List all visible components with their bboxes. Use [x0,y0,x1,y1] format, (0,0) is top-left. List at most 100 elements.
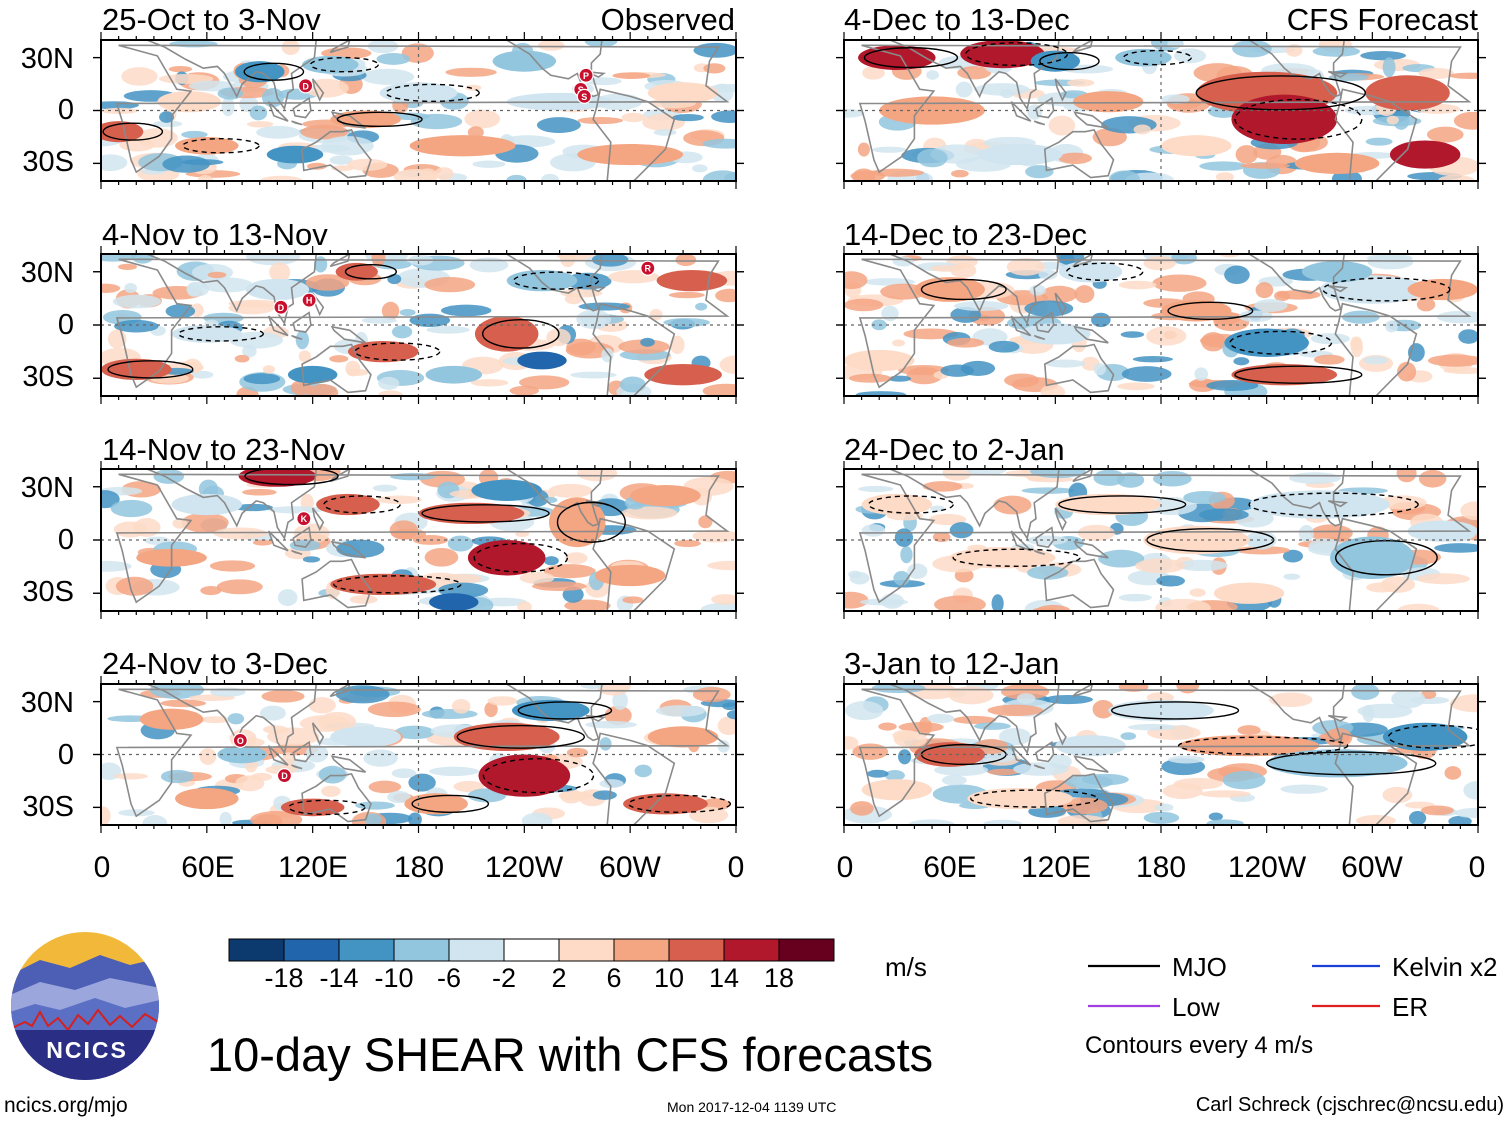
shear-cell [233,503,273,512]
shear-cell [1215,172,1234,181]
shear-anomaly [245,278,310,301]
storm-marker[interactable]: D [273,299,289,315]
shear-anomaly [656,269,728,292]
shear-cell [377,390,404,396]
contour-note: Contours every 4 m/s [1085,1032,1314,1059]
storm-marker[interactable]: O [232,732,248,749]
shear-cell [290,380,312,396]
lon-label: 120E [277,851,349,884]
storm-marker[interactable]: P [578,67,594,83]
shear-cell [852,743,889,760]
shear-cell [254,814,283,825]
shear-cell [1146,326,1187,346]
shear-cell [1132,356,1173,363]
shear-cell [1254,299,1288,312]
lon-label: 0 [727,851,745,884]
storm-marker-dot [273,299,289,315]
shear-cell [1021,487,1075,494]
shear-cell [186,282,202,297]
shear-cell [149,684,205,699]
shear-cell [197,175,214,181]
shear-cell [321,136,374,156]
shear-cell [930,505,945,512]
shear-cell [209,560,256,572]
forecast-label: CFS Forecast [1286,2,1478,37]
shear-cell [1448,815,1472,825]
shear-cell [918,716,932,736]
coastline [505,469,603,527]
storm-marker[interactable]: K [296,511,312,527]
shear-cell [1460,501,1478,521]
shear-cell [165,304,196,319]
shear-cell [948,686,994,705]
coastline [291,120,303,126]
lon-label: 180 [393,851,445,884]
colorbar-swatch [393,938,450,962]
shear-cell [871,684,926,694]
coastline [1010,101,1032,122]
shear-cell [536,117,581,134]
ncics-logo[interactable]: NCICS [10,932,160,1082]
shear-cell [434,167,454,180]
shear-cell [719,355,736,374]
shear-cell [1118,593,1152,602]
shear-cell [1463,781,1478,800]
shear-anomaly [1213,582,1285,604]
coastline [301,558,372,609]
shear-cell [1351,684,1380,700]
colorbar-swatch [338,938,395,962]
colorbar-tick: -18 [264,963,304,993]
shear-cell [621,506,678,520]
shear-cell [1120,732,1137,741]
coastline [329,40,351,54]
mjo-contour [1229,330,1333,355]
timestamp: Mon 2017-12-04 1139 UTC [667,1099,837,1115]
shear-cell [880,593,904,609]
shear-anomaly [1224,328,1309,357]
coastline [505,684,603,742]
shear-cell [987,768,1020,776]
colorbar-swatch [723,938,780,962]
shear-cell [711,83,734,103]
shear-cell [1093,469,1126,486]
shear-cell [1147,497,1197,516]
coastline [1010,530,1032,552]
shear-cell [974,83,1030,96]
colorbar-swatch [503,938,560,962]
shear-cell [884,770,905,781]
shear-cell [329,155,353,165]
shear-cell [922,481,963,492]
mjo-contour [1122,49,1192,66]
mjo-contour [1248,492,1419,517]
shear-cell [1367,255,1414,270]
storm-marker[interactable]: D [298,78,314,94]
shear-cell [509,385,540,396]
shear-anomaly [330,726,401,748]
coastline [1035,740,1055,763]
shear-cell [952,715,997,724]
shear-cell [521,812,553,825]
shear-cell [722,702,736,711]
mjo-contour [1195,75,1366,111]
panel-2-map [101,254,736,396]
coastline [1073,540,1109,559]
shear-cell [1199,161,1248,171]
mjo-contour [1234,98,1363,140]
shear-cell [973,722,1011,730]
storm-marker[interactable]: H [301,292,317,308]
storm-marker[interactable]: D [276,768,293,784]
shear-cell [168,65,193,73]
shear-cell [367,701,421,718]
storm-marker[interactable]: S [576,88,592,105]
shear-anomaly [644,364,722,386]
shear-cell [1091,312,1111,328]
shear-anomaly [453,722,560,751]
storm-marker-letter: D [302,81,309,91]
mjo-contour [385,83,480,103]
shear-cell [172,518,188,529]
site-link[interactable]: ncics.org/mjo [4,1094,128,1117]
shear-cell [1156,575,1185,587]
storm-marker[interactable]: R [640,260,656,276]
colorbar-tick: -6 [436,963,462,993]
shear-cell [252,539,273,546]
